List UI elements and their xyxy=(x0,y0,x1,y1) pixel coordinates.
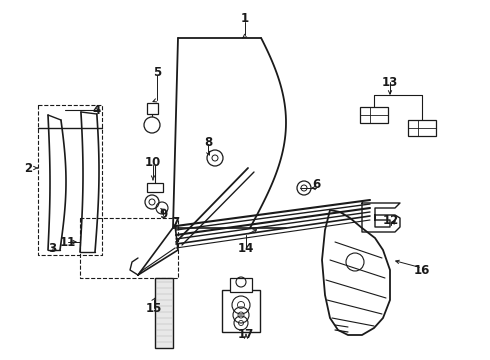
Text: 12: 12 xyxy=(383,213,399,226)
Text: 14: 14 xyxy=(238,242,254,255)
Text: 17: 17 xyxy=(238,328,254,342)
Text: 7: 7 xyxy=(171,216,179,229)
Text: 16: 16 xyxy=(414,264,430,276)
Bar xyxy=(222,290,260,332)
Bar xyxy=(147,103,158,114)
Text: 6: 6 xyxy=(312,179,320,192)
Text: 8: 8 xyxy=(204,135,212,148)
Bar xyxy=(147,183,163,192)
Text: 9: 9 xyxy=(159,208,167,221)
Bar xyxy=(155,278,173,348)
Text: 1: 1 xyxy=(241,12,249,24)
Text: 15: 15 xyxy=(146,302,162,315)
Text: 13: 13 xyxy=(382,76,398,89)
Bar xyxy=(360,107,388,123)
Text: 2: 2 xyxy=(24,162,32,175)
Text: 5: 5 xyxy=(153,66,161,78)
Text: 11: 11 xyxy=(60,235,76,248)
Text: 4: 4 xyxy=(93,104,101,117)
Text: 10: 10 xyxy=(145,156,161,168)
Bar xyxy=(230,278,252,292)
Bar xyxy=(408,120,436,136)
Text: 3: 3 xyxy=(48,242,56,255)
